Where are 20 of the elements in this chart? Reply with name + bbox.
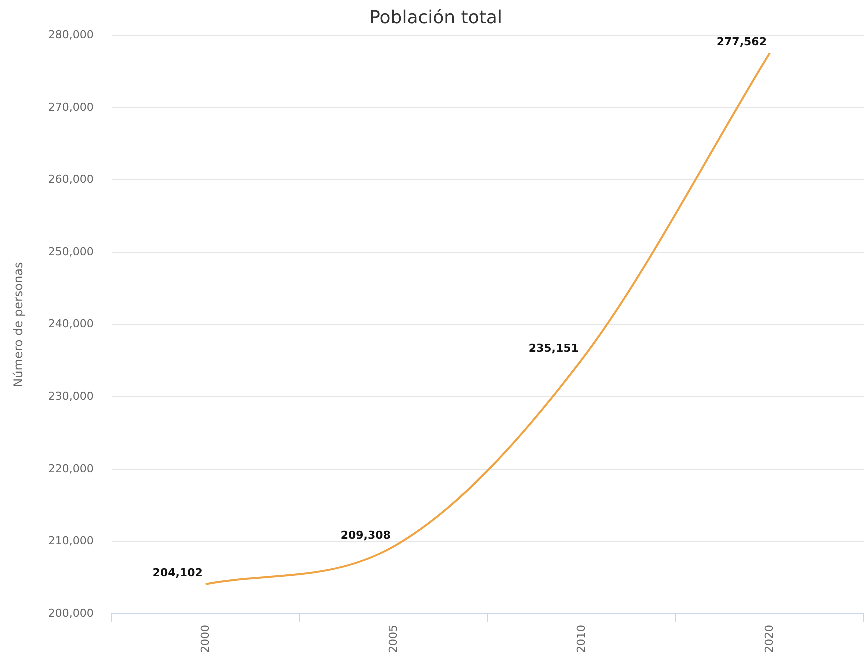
x-tick-label: 2005 <box>386 625 400 654</box>
y-tick-label: 220,000 <box>48 462 94 476</box>
y-tick-label: 210,000 <box>48 534 94 548</box>
y-tick-label: 200,000 <box>48 606 94 620</box>
x-tick-label: 2000 <box>198 625 212 654</box>
x-tick-label: 2010 <box>574 625 588 654</box>
y-tick-label: 280,000 <box>48 28 94 42</box>
data-label: 204,102 <box>152 566 203 580</box>
y-tick-label: 240,000 <box>48 318 94 331</box>
y-tick-label: 250,000 <box>48 245 94 258</box>
line-series <box>204 52 771 586</box>
chart-title: Población total <box>370 7 502 28</box>
y-axis-title: Número de personas <box>11 262 26 388</box>
y-tick-label: 230,000 <box>48 390 94 403</box>
y-tick-label: 270,000 <box>48 100 94 114</box>
x-tick-label: 2020 <box>762 625 776 654</box>
y-tick-label: 260,000 <box>48 173 94 186</box>
data-label: 277,562 <box>716 36 767 49</box>
data-label: 235,151 <box>528 342 579 356</box>
data-label: 209,308 <box>340 529 391 542</box>
